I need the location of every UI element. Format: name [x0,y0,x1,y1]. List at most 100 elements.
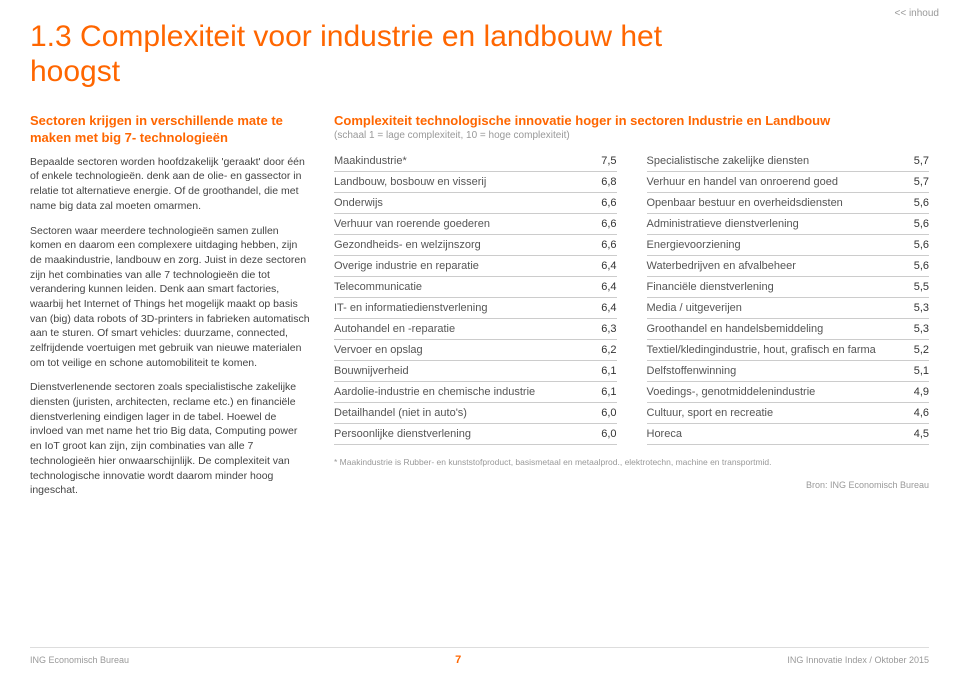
row-label: Verhuur en handel van onroerend goed [647,176,838,188]
table-row: Overige industrie en reparatie 6,4 [334,256,617,277]
chart-source: Bron: ING Economisch Bureau [334,480,929,490]
table-row: Energievoorziening 5,6 [647,235,930,256]
table-row: Waterbedrijven en afvalbeheer5,6 [647,256,930,277]
row-value: 5,3 [914,323,929,335]
section-subhead: Sectoren krijgen in verschillende mate t… [30,113,310,147]
row-value: 6,2 [601,344,616,356]
row-label: IT- en informatiedienstverlening [334,302,487,314]
table-row: Openbaar bestuur en overheidsdiensten 5,6 [647,193,930,214]
table-row: Verhuur van roerende goederen 6,6 [334,214,617,235]
row-label: Energievoorziening [647,239,741,251]
row-value: 7,5 [601,155,616,167]
row-label: Detailhandel (niet in auto's) [334,407,467,419]
row-label: Groothandel en handelsbemiddeling [647,323,824,335]
row-label: Telecommunicatie [334,281,422,293]
row-value: 6,1 [601,386,616,398]
row-value: 5,1 [914,365,929,377]
table-row: Detailhandel (niet in auto's)6,0 [334,403,617,424]
content-row: Sectoren krijgen in verschillende mate t… [30,113,929,647]
table-row: Autohandel en -reparatie 6,3 [334,319,617,340]
row-value: 6,4 [601,260,616,272]
row-label: Media / uitgeverijen [647,302,742,314]
row-value: 6,1 [601,365,616,377]
table-row: Voedings-, genotmiddelenindustrie 4,9 [647,382,930,403]
table-row: Horeca 4,5 [647,424,930,445]
table-row: Media / uitgeverijen 5,3 [647,298,930,319]
row-label: Bouwnijverheid [334,365,409,377]
page-number: 7 [455,654,461,666]
table-row: Landbouw, bosbouw en visserij 6,8 [334,172,617,193]
back-to-contents-link[interactable]: << inhoud [895,8,940,19]
chart-footnote: * Maakindustrie is Rubber- en kunststofp… [334,457,929,468]
row-value: 5,6 [914,218,929,230]
row-label: Landbouw, bosbouw en visserij [334,176,486,188]
row-label: Specialistische zakelijke diensten [647,155,810,167]
table-row: Financiële dienstverlening 5,5 [647,277,930,298]
row-value: 5,6 [914,197,929,209]
row-value: 6,8 [601,176,616,188]
row-label: Vervoer en opslag [334,344,423,356]
complexity-table-left: Maakindustrie* 7,5 Landbouw, bosbouw en vi… [334,151,617,445]
row-label: Delfstoffenwinning [647,365,737,377]
row-label: Aardolie-industrie en chemische industri… [334,386,535,398]
row-label: Verhuur van roerende goederen [334,218,490,230]
row-value: 4,9 [914,386,929,398]
chart-title: Complexiteit technologische innovatie ho… [334,113,929,130]
row-value: 5,3 [914,302,929,314]
table-row: Delfstoffenwinning 5,1 [647,361,930,382]
table-row: Telecommunicatie 6,4 [334,277,617,298]
row-value: 6,6 [601,218,616,230]
row-value: 6,4 [601,302,616,314]
table-row: Gezondheids- en welzijnszorg 6,6 [334,235,617,256]
body-paragraph: Dienstverlenende sectoren zoals speciali… [30,380,310,498]
row-label: Administratieve dienstverlening [647,218,799,230]
table-row: Textiel/kledingindustrie, hout, grafisch… [647,340,930,361]
chart-subtitle: (schaal 1 = lage complexiteit, 10 = hoge… [334,130,929,141]
table-row: Persoonlijke dienstverlening 6,0 [334,424,617,445]
footer-left: ING Economisch Bureau [30,655,129,665]
row-label: Persoonlijke dienstverlening [334,428,471,440]
row-value: 6,0 [601,428,616,440]
table-row: Onderwijs 6,6 [334,193,617,214]
table-row: Aardolie-industrie en chemische industri… [334,382,617,403]
table-row: Cultuur, sport en recreatie4,6 [647,403,930,424]
chart-column: Complexiteit technologische innovatie ho… [334,113,929,647]
table-row: Groothandel en handelsbemiddeling 5,3 [647,319,930,340]
table-row: Specialistische zakelijke diensten 5,7 [647,151,930,172]
row-label: Gezondheids- en welzijnszorg [334,239,481,251]
row-value: 5,5 [914,281,929,293]
row-label: Financiële dienstverlening [647,281,774,293]
body-text-column: Sectoren krijgen in verschillende mate t… [30,113,310,647]
table-row: Verhuur en handel van onroerend goed 5,7 [647,172,930,193]
table-row: IT- en informatiedienstverlening 6,4 [334,298,617,319]
table-row: Bouwnijverheid 6,1 [334,361,617,382]
row-value: 5,6 [914,239,929,251]
row-value: 5,2 [914,344,929,356]
body-paragraph: Sectoren waar meerdere technologieën sam… [30,224,310,371]
row-label: Overige industrie en reparatie [334,260,479,272]
row-label: Textiel/kledingindustrie, hout, grafisch… [647,344,876,356]
row-value: 4,5 [914,428,929,440]
tables-container: Maakindustrie* 7,5 Landbouw, bosbouw en vi… [334,151,929,445]
page-title: 1.3 Complexiteit voor industrie en landb… [30,20,750,89]
complexity-table-right: Specialistische zakelijke diensten5,7Ver… [647,151,930,445]
row-value: 6,3 [601,323,616,335]
row-label: Autohandel en -reparatie [334,323,455,335]
row-value: 6,6 [601,197,616,209]
row-label: Waterbedrijven en afvalbeheer [647,260,796,272]
row-label: Voedings-, genotmiddelenindustrie [647,386,816,398]
row-value: 6,4 [601,281,616,293]
table-row: Maakindustrie* 7,5 [334,151,617,172]
body-paragraph: Bepaalde sectoren worden hoofdzakelijk '… [30,155,310,214]
row-label: Openbaar bestuur en overheidsdiensten [647,197,843,209]
row-value: 5,7 [914,176,929,188]
row-label: Maakindustrie* [334,155,407,167]
table-row: Vervoer en opslag 6,2 [334,340,617,361]
table-row: Administratieve dienstverlening 5,6 [647,214,930,235]
row-value: 4,6 [914,407,929,419]
row-label: Horeca [647,428,682,440]
row-value: 6,6 [601,239,616,251]
row-value: 5,7 [914,155,929,167]
row-label: Onderwijs [334,197,383,209]
page-footer: ING Economisch Bureau 7 ING Innovatie In… [30,647,929,666]
